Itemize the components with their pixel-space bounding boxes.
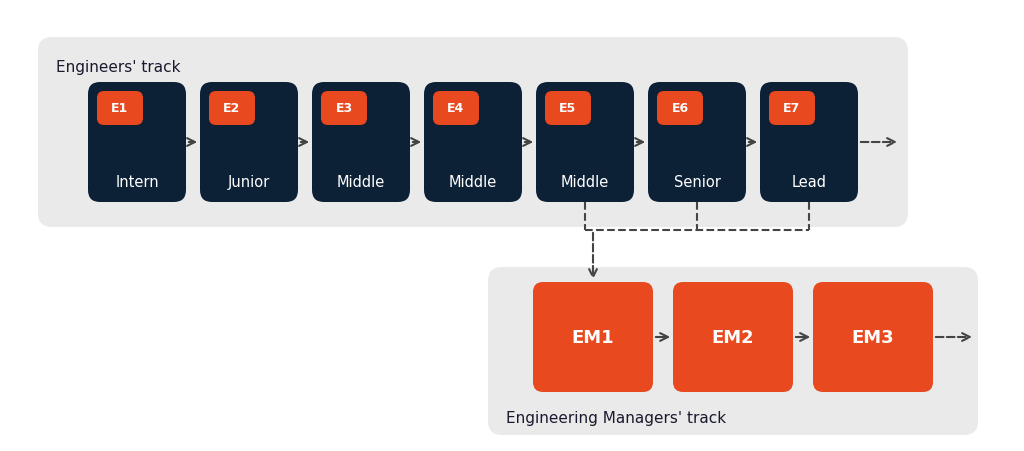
FancyBboxPatch shape [769, 92, 815, 126]
FancyBboxPatch shape [97, 92, 143, 126]
FancyBboxPatch shape [38, 38, 908, 227]
FancyBboxPatch shape [673, 282, 793, 392]
Text: E1: E1 [112, 102, 129, 115]
Text: E2: E2 [223, 102, 241, 115]
FancyBboxPatch shape [534, 282, 653, 392]
Text: Lead: Lead [792, 175, 826, 190]
FancyBboxPatch shape [813, 282, 933, 392]
Text: Senior: Senior [674, 175, 721, 190]
Text: Junior: Junior [228, 175, 270, 190]
FancyBboxPatch shape [433, 92, 479, 126]
Text: EM1: EM1 [571, 328, 614, 346]
Text: EM3: EM3 [852, 328, 894, 346]
FancyBboxPatch shape [200, 83, 298, 202]
Text: E5: E5 [559, 102, 577, 115]
FancyBboxPatch shape [545, 92, 591, 126]
Text: Engineers' track: Engineers' track [56, 60, 180, 75]
Text: Middle: Middle [337, 175, 385, 190]
Text: Engineering Managers' track: Engineering Managers' track [506, 410, 726, 425]
FancyBboxPatch shape [209, 92, 255, 126]
FancyBboxPatch shape [536, 83, 634, 202]
Text: Middle: Middle [561, 175, 609, 190]
Text: E7: E7 [783, 102, 801, 115]
FancyBboxPatch shape [424, 83, 522, 202]
Text: EM2: EM2 [712, 328, 755, 346]
Text: Intern: Intern [115, 175, 159, 190]
Text: E3: E3 [336, 102, 352, 115]
Text: E6: E6 [672, 102, 688, 115]
Text: E4: E4 [447, 102, 465, 115]
FancyBboxPatch shape [312, 83, 410, 202]
FancyBboxPatch shape [760, 83, 858, 202]
FancyBboxPatch shape [88, 83, 186, 202]
Text: Middle: Middle [449, 175, 497, 190]
FancyBboxPatch shape [657, 92, 703, 126]
FancyBboxPatch shape [321, 92, 367, 126]
FancyBboxPatch shape [648, 83, 746, 202]
FancyBboxPatch shape [488, 267, 978, 435]
